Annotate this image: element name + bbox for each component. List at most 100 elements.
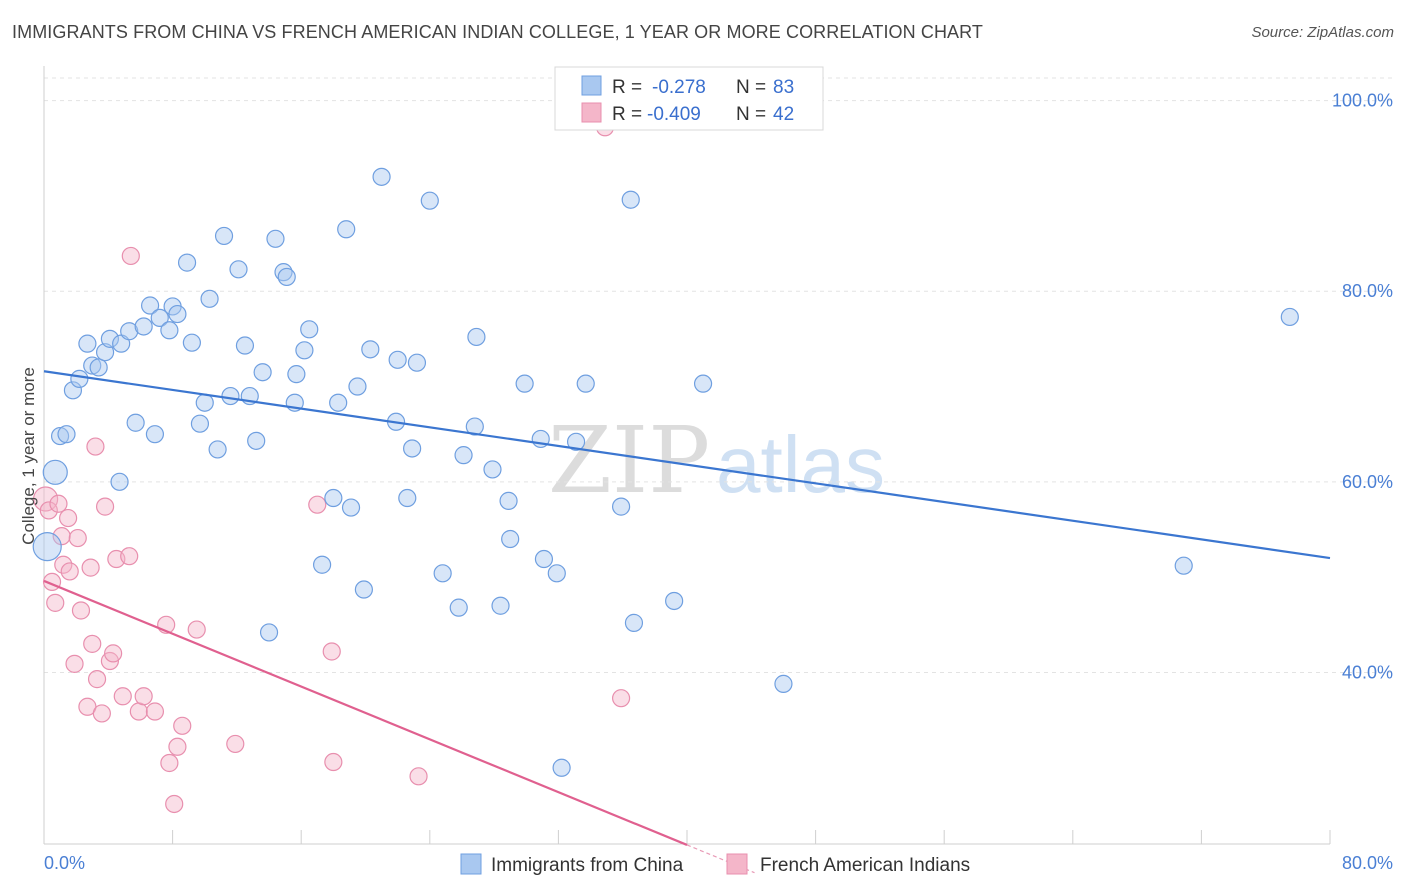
legend-n-label-2: N = (736, 104, 766, 125)
point-french-american-indians (59, 508, 78, 528)
point-china (1280, 307, 1299, 327)
legend-swatch-french-american-indians (726, 853, 748, 875)
point-french-american-indians (611, 689, 631, 708)
point-french-american-indians (46, 593, 65, 612)
point-china (300, 320, 319, 339)
point-china (361, 340, 380, 359)
point-china (354, 580, 373, 599)
y-tick-label: 40.0% (1342, 662, 1393, 682)
point-china (552, 758, 571, 777)
series-legend: Immigrants from China French American In… (460, 853, 970, 876)
point-french-american-indians (92, 704, 111, 723)
point-french-american-indians (165, 794, 184, 814)
point-china (624, 613, 644, 632)
legend-label-china: Immigrants from China (491, 855, 684, 876)
point-french-american-indians (121, 246, 140, 266)
point-french-american-indians (68, 528, 87, 548)
point-china (329, 393, 348, 412)
point-china (32, 532, 62, 562)
point-china (611, 497, 631, 516)
point-china (324, 488, 343, 508)
legend-n-value-1: 83 (773, 77, 794, 98)
point-china (83, 356, 102, 375)
point-china (566, 432, 586, 451)
point-french-american-indians (86, 437, 105, 456)
point-french-american-indians (52, 527, 71, 546)
point-china (312, 555, 332, 574)
point-china (78, 334, 97, 353)
point-china (120, 322, 139, 341)
point-french-american-indians (134, 687, 153, 706)
point-french-american-indians (54, 555, 73, 574)
point-china (433, 564, 452, 583)
legend-r-value-2: -0.409 (647, 104, 701, 125)
point-china (420, 191, 439, 210)
point-french-american-indians (308, 495, 327, 514)
trend-lines (43, 370, 1331, 874)
point-french-american-indians (173, 716, 192, 735)
point-china (501, 529, 520, 549)
point-china (388, 350, 407, 369)
point-china (337, 220, 356, 239)
point-china (277, 267, 296, 287)
legend-swatch-china (460, 853, 482, 875)
point-china (295, 341, 314, 360)
point-china (195, 393, 214, 412)
point-china (70, 369, 89, 388)
point-china (182, 333, 201, 352)
point-china (177, 253, 197, 272)
point-china (229, 260, 248, 279)
point-french-american-indians (324, 752, 343, 772)
point-china (372, 167, 391, 186)
point-french-american-indians (83, 634, 102, 653)
point-china (266, 229, 285, 248)
legend-swatch-blue (581, 75, 602, 96)
series-french-american-indians (33, 118, 631, 814)
point-china (467, 327, 486, 347)
legend-r-label-2: R = (612, 104, 642, 125)
point-china (449, 598, 468, 617)
point-french-american-indians (81, 558, 100, 577)
point-china (693, 374, 713, 393)
point-french-american-indians (187, 620, 206, 639)
watermark: ZIP atlas (548, 407, 885, 514)
point-french-american-indians (322, 642, 341, 661)
source-label: Source: ZipAtlas.com (1251, 24, 1394, 41)
point-china (576, 374, 595, 393)
point-china (100, 329, 120, 348)
point-china (200, 289, 219, 308)
y-tick-label: 60.0% (1342, 472, 1393, 492)
point-china (253, 363, 272, 382)
point-china (247, 431, 266, 450)
point-china (126, 413, 145, 432)
point-china (534, 549, 554, 569)
point-china (89, 358, 108, 377)
watermark-zip: ZIP (548, 407, 710, 514)
point-china (63, 381, 83, 400)
point-china (190, 414, 210, 433)
point-china (50, 426, 70, 446)
point-china (547, 564, 566, 583)
point-china (57, 425, 76, 444)
point-china (665, 591, 684, 611)
x-tick-label-max: 80.0% (1342, 853, 1393, 873)
y-tick-labels: 40.0% 60.0% 80.0% 100.0% (1332, 91, 1393, 683)
point-china (140, 296, 160, 315)
point-china (168, 304, 187, 324)
point-china (145, 425, 165, 444)
point-french-american-indians (104, 644, 123, 663)
point-french-american-indians (39, 501, 58, 520)
point-china (214, 226, 234, 246)
point-china (150, 308, 169, 327)
point-china (259, 623, 279, 642)
point-french-american-indians (87, 670, 107, 689)
point-china (403, 439, 422, 458)
point-french-american-indians (145, 702, 165, 721)
point-french-american-indians (129, 702, 148, 721)
point-china (95, 343, 115, 362)
point-french-american-indians (120, 547, 139, 566)
point-china (491, 596, 510, 615)
point-china (398, 488, 417, 508)
y-tick-label: 100.0% (1332, 91, 1393, 111)
point-china (774, 674, 793, 693)
